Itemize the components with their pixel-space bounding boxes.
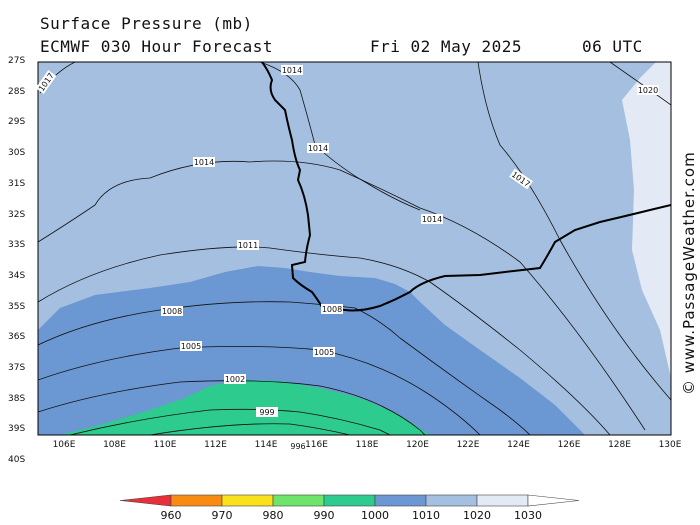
legend-label-980: 980 (262, 509, 284, 522)
legend-swatch (119, 494, 172, 507)
svg-text:1005: 1005 (314, 348, 334, 357)
legend-label-1000: 1000 (361, 509, 389, 522)
map-frame (37, 61, 672, 436)
legend-swatch (476, 494, 529, 507)
lat-label-28s: 28S (8, 86, 26, 97)
band-1020-1030 (622, 62, 671, 435)
legend-swatch (170, 494, 223, 507)
legend-label-1030: 1030 (514, 509, 542, 522)
isobar-label: 1020 (637, 85, 659, 95)
svg-text:996: 996 (290, 442, 305, 451)
isobar-label: 1014 (421, 214, 443, 224)
lon-label-126e: 126E (557, 440, 581, 450)
svg-text:1014: 1014 (422, 215, 442, 224)
isobar-label: 1014 (193, 157, 215, 167)
lon-label-122e: 122E (456, 440, 480, 450)
legend-label-1020: 1020 (463, 509, 491, 522)
forecast-time: 06 UTC (582, 37, 643, 56)
isobar-label: 1005 (180, 341, 202, 351)
lat-label-40s: 40S (8, 455, 26, 466)
svg-text:1002: 1002 (225, 375, 245, 384)
isobar-label: 1002 (224, 374, 246, 384)
isobar-label: 1014 (307, 143, 329, 153)
legend-swatch (527, 494, 580, 507)
lon-label-112e: 112E (204, 440, 227, 450)
isobar-label: 1005 (313, 347, 335, 357)
legend-label-1010: 1010 (412, 509, 440, 522)
lon-label-110e: 110E (153, 440, 177, 450)
forecast-date: Fri 02 May 2025 (370, 37, 522, 56)
lon-label-116e: 116E (305, 440, 328, 450)
legend-swatch (323, 494, 376, 507)
lat-label-37s: 37S (8, 363, 26, 373)
svg-text:999: 999 (259, 408, 274, 417)
lon-label-124e: 124E (507, 440, 530, 450)
isobars (38, 62, 671, 435)
legend-swatch (221, 494, 274, 507)
isobar-label: 1014 (281, 65, 303, 75)
lat-label-32s: 32S (8, 209, 26, 220)
lon-label-108e: 108E (103, 440, 126, 450)
isobar-label: 996 (287, 441, 309, 451)
chart-title: Surface Pressure (mb) (40, 14, 253, 33)
svg-text:1011: 1011 (238, 241, 258, 250)
svg-text:1014: 1014 (282, 66, 302, 75)
lon-label-106e: 106E (52, 440, 76, 450)
svg-text:1014: 1014 (308, 144, 328, 153)
lat-label-33s: 33S (8, 240, 26, 251)
legend-swatch (272, 494, 325, 507)
lon-label-128e: 128E (608, 440, 631, 450)
lat-label-38s: 38S (8, 393, 26, 404)
lat-label-35s: 35S (8, 301, 26, 312)
svg-text:1005: 1005 (181, 342, 201, 351)
lon-label-114e: 114E (254, 440, 278, 450)
lat-label-39s: 39S (8, 424, 26, 435)
lon-label-120e: 120E (406, 440, 429, 450)
lat-label-36s: 36S (8, 332, 26, 343)
isobar-label: 1008 (321, 304, 343, 314)
credit-text: © www.PassageWeather.com (680, 151, 698, 395)
lat-label-31s: 31S (8, 178, 26, 189)
lat-label-29s: 29S (8, 117, 26, 128)
lat-label-30s: 30S (8, 148, 26, 159)
svg-text:1008: 1008 (162, 307, 182, 316)
band-990-1000 (60, 380, 430, 435)
svg-text:1008: 1008 (322, 305, 342, 314)
lat-label-34s: 34S (8, 270, 26, 281)
svg-text:1014: 1014 (194, 158, 214, 167)
model-label: ECMWF 030 Hour Forecast (40, 37, 274, 56)
lat-label-27s: 27S (8, 56, 26, 66)
isobar-label: 1008 (161, 306, 183, 316)
lon-label-118e: 118E (355, 440, 379, 450)
legend-swatch (374, 494, 427, 507)
legend-label-990: 990 (313, 509, 335, 522)
lon-label-130e: 130E (658, 440, 682, 450)
pressure-legend (119, 494, 580, 507)
isobar-label: 999 (256, 407, 278, 417)
coastline (261, 62, 671, 312)
legend-label-970: 970 (211, 509, 233, 522)
svg-text:1020: 1020 (638, 86, 658, 95)
legend-swatch (425, 494, 478, 507)
isobar-label: 1011 (237, 240, 259, 250)
legend-label-960: 960 (160, 509, 182, 522)
